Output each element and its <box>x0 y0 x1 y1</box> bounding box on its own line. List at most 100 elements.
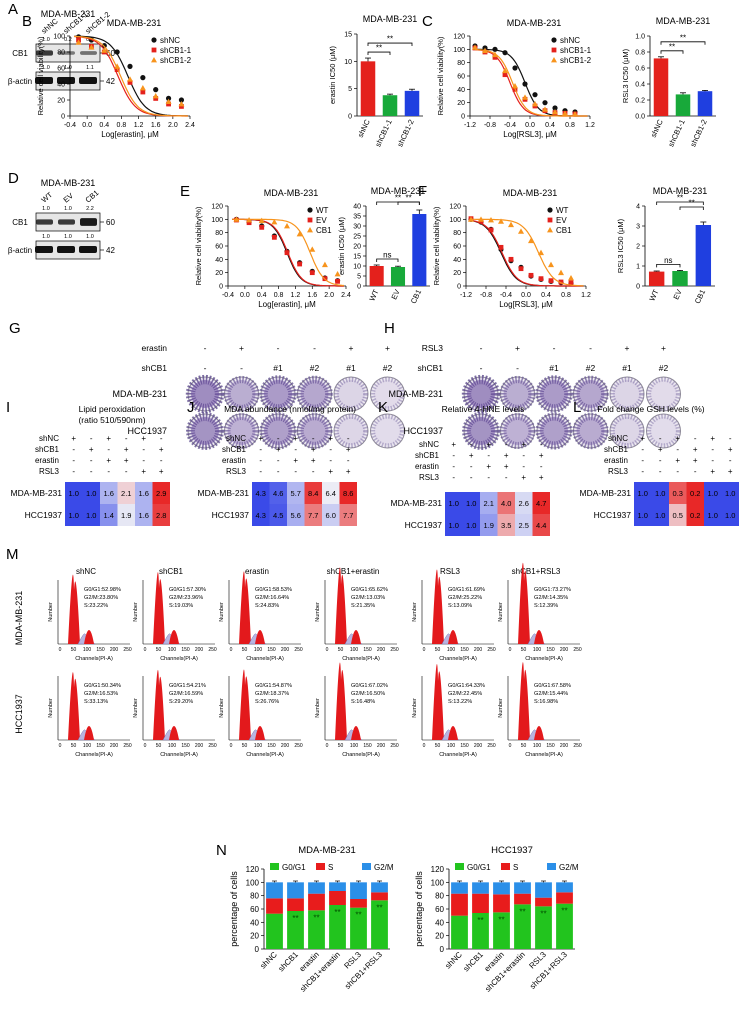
x-axis-label: Channels(PI-A) <box>342 656 380 662</box>
culture-plate <box>646 413 681 449</box>
x-tick-label: 150 <box>181 743 190 749</box>
treatment-sign: - <box>90 456 93 465</box>
data-point-CB1 <box>284 223 290 229</box>
significance-label: ** <box>387 35 393 44</box>
treatment-sign: - <box>277 467 280 476</box>
bar-shNC <box>653 58 669 116</box>
x-tick-label: 0 <box>230 647 233 653</box>
significance-label: ** <box>376 44 382 53</box>
legend-label: shCB1-2 <box>160 56 192 65</box>
legend-label: shCB1-2 <box>560 56 592 65</box>
cell-cycle-stat: G0/G1:58.53% <box>255 587 292 593</box>
panel-letter-M: M <box>6 546 19 563</box>
x-tick-label: 2.0 <box>168 122 178 129</box>
x-tick-label: shCB1+RSL3 <box>528 950 569 991</box>
y-tick-label: 0.6 <box>635 66 645 73</box>
culture-plate <box>609 376 645 412</box>
x-tick-label: -0.8 <box>484 122 496 129</box>
x-tick-label: 100 <box>350 647 359 653</box>
legend-marker <box>307 207 313 213</box>
x-axis-label: Channels(PI-A) <box>439 752 477 758</box>
treatment-sign: - <box>659 467 662 476</box>
panel-letter-F: F <box>418 183 427 200</box>
significance-label: ** <box>292 914 298 923</box>
x-tick-label: 50 <box>435 743 441 749</box>
treatment-sign: + <box>258 434 263 443</box>
treatment-sign: + <box>293 434 298 443</box>
g0g1-peak <box>335 567 347 644</box>
treatment-sign: - <box>452 462 455 471</box>
treatment-sign: + <box>276 445 281 454</box>
stack-segment-G2/M <box>329 882 346 891</box>
heatmap-cell <box>480 514 498 536</box>
y-tick-label: 80 <box>215 230 223 237</box>
treatment-sign: - <box>470 440 473 449</box>
plate-sign: - <box>480 363 483 373</box>
chart-J-heat: MDA abundance (nmol/mg protein) shNC + - + - +… <box>198 404 357 526</box>
stack-segment-G0/G1 <box>266 913 283 949</box>
treatment-sign: - <box>160 456 163 465</box>
treatment-sign: + <box>141 467 146 476</box>
colony-fill <box>264 380 292 408</box>
treatment-label: RSL3 <box>226 467 247 476</box>
y-tick-label: 60 <box>453 244 461 251</box>
x-tick-label: WT <box>647 288 660 303</box>
heatmap-cell-value: 1.6 <box>139 489 149 498</box>
data-point-CB1 <box>271 219 278 225</box>
g2m-peak <box>169 726 179 740</box>
panel-letter-A: A <box>8 1 18 18</box>
treatment-sign: - <box>90 467 93 476</box>
treatment-sign: - <box>694 467 697 476</box>
chart-F-bar: MDA-MB-231 0 1 2 3 4 RSL3 IC50 (μM) WT EV CB1 ns **… <box>616 186 715 305</box>
x-tick-label: -1.2 <box>464 122 476 129</box>
colony-fill <box>337 417 365 445</box>
treatment-sign: - <box>729 434 732 443</box>
x-tick-label: 200 <box>474 647 483 653</box>
treatment-sign: + <box>106 456 111 465</box>
treatment-label: shNC <box>608 434 628 443</box>
treatment-label: RSL3 <box>419 473 440 482</box>
g2m-peak <box>534 726 544 740</box>
cytometry-cell-line: HCC1937 <box>14 694 24 734</box>
histogram: Number Channels(PI-A) 0 50 100 150 200 250 G0/G1… <box>219 571 303 662</box>
cell-cycle-stat: G2/M:22.45% <box>448 691 482 697</box>
treatment-sign: - <box>711 456 714 465</box>
plate-sign: - <box>589 343 592 353</box>
chart-N-right: HCC1937 0 20 40 60 80 100 120 percentage of cell… <box>414 845 579 994</box>
y-tick-label: 40 <box>57 82 65 89</box>
heatmap-cell-value: 6.0 <box>326 511 336 520</box>
treatment-sign: - <box>72 456 75 465</box>
heatmap-cell <box>532 514 550 536</box>
data-point-shCB1-2 <box>139 85 146 91</box>
y-tick-label: 120 <box>449 204 461 211</box>
plate-sign: - <box>240 363 243 373</box>
legend-marker <box>551 57 557 63</box>
heatmap-cell-value: 1.0 <box>69 511 79 520</box>
x-tick-label: 0 <box>59 743 62 749</box>
heatmap-row-label: HCC1937 <box>212 510 250 520</box>
significance-bracket <box>376 201 420 205</box>
treatment-sign: - <box>277 456 280 465</box>
x-tick-label: 150 <box>460 743 469 749</box>
blot-quant: 1.0 <box>42 206 50 212</box>
heatmap-cell-value: 4.3 <box>256 511 266 520</box>
x-tick-label: 200 <box>281 647 290 653</box>
heatmap-cell-value: 4.7 <box>536 499 546 508</box>
y-axis-label: Number <box>48 602 54 622</box>
blot-kda: 42 <box>106 77 115 86</box>
significance-label: ** <box>561 907 567 916</box>
treatment-sign: + <box>504 462 509 471</box>
heatmap-cell-value: 1.6 <box>104 489 114 498</box>
plate-sign: - <box>516 363 519 373</box>
y-tick-label: 20 <box>57 98 65 105</box>
x-tick-label: 250 <box>123 647 132 653</box>
cell-cycle-stat: S:23.22% <box>84 603 108 609</box>
heatmap-row-label: MDA-MB-231 <box>580 488 632 498</box>
cytometry-cell-line: MDA-MB-231 <box>14 591 24 646</box>
data-point-EV <box>309 270 315 276</box>
x-tick-label: shCB1 <box>277 950 301 974</box>
x-tick-label: 100 <box>350 743 359 749</box>
heatmap-cell <box>515 492 533 514</box>
heatmap-cell-value: 1.6 <box>139 511 149 520</box>
legend-label: WT <box>556 206 569 215</box>
